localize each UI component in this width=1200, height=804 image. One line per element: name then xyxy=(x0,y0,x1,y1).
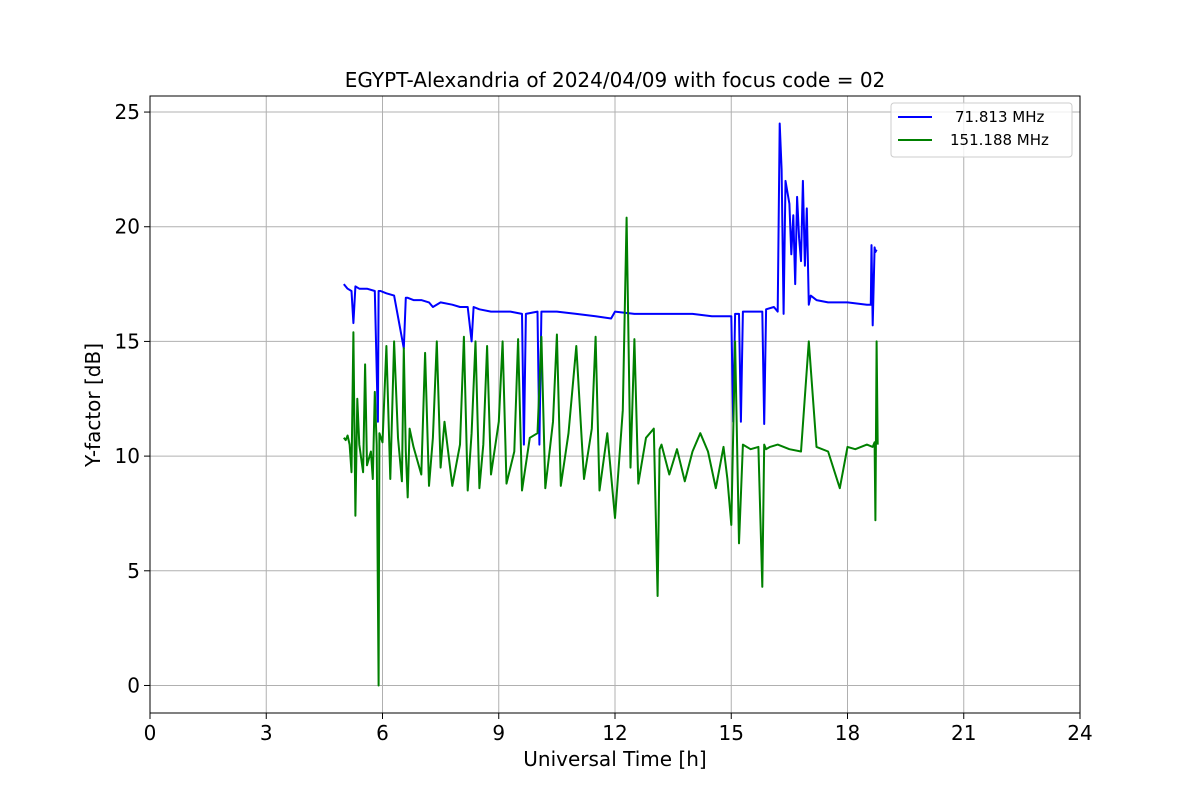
x-tick-label: 24 xyxy=(1067,721,1092,745)
x-tick-label: 3 xyxy=(260,721,273,745)
y-tick-label: 20 xyxy=(115,215,140,239)
legend-label-series-2: 151.188 MHz xyxy=(950,131,1049,149)
x-tick-label: 15 xyxy=(719,721,744,745)
axis-ticks: 0 3 6 9 12 15 18 21 24 0 5 10 15 20 25 xyxy=(115,100,1093,745)
chart-title: EGYPT-Alexandria of 2024/04/09 with focu… xyxy=(345,68,886,92)
y-tick-label: 15 xyxy=(115,329,140,353)
y-tick-label: 0 xyxy=(127,673,140,697)
series-line-1 xyxy=(343,122,878,446)
x-tick-label: 6 xyxy=(376,721,389,745)
y-tick-label: 10 xyxy=(115,444,140,468)
x-axis-label: Universal Time [h] xyxy=(523,747,706,771)
x-tick-label: 12 xyxy=(602,721,627,745)
x-tick-label: 18 xyxy=(835,721,860,745)
legend-label-series-1: 71.813 MHz xyxy=(955,108,1044,126)
series-lines xyxy=(343,122,879,687)
y-axis-label: Y-factor [dB] xyxy=(81,343,105,468)
legend: 71.813 MHz 151.188 MHz xyxy=(890,102,1073,158)
x-tick-label: 21 xyxy=(951,721,976,745)
x-tick-label: 0 xyxy=(144,721,157,745)
x-tick-label: 9 xyxy=(492,721,505,745)
series-line-2 xyxy=(343,216,879,687)
y-tick-label: 5 xyxy=(127,559,140,583)
legend-box xyxy=(890,102,1073,158)
y-tick-label: 25 xyxy=(115,100,140,124)
